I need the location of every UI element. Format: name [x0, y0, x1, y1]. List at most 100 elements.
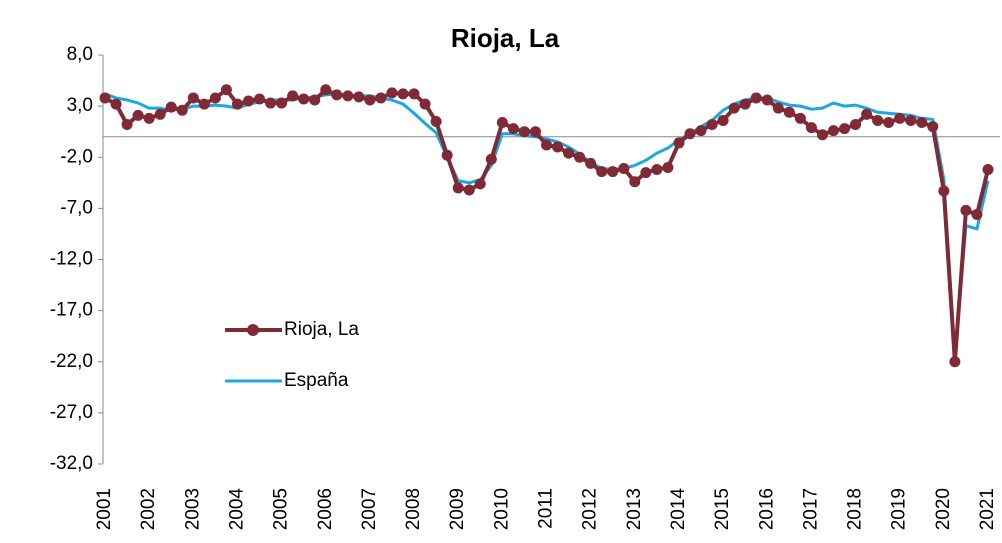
- series-marker: [143, 112, 155, 124]
- series-marker: [198, 98, 210, 110]
- series-marker: [794, 112, 806, 124]
- series-marker: [209, 92, 221, 104]
- series-marker: [839, 123, 851, 135]
- series-marker: [99, 92, 111, 104]
- x-tick-label: 2013: [624, 488, 645, 530]
- series-marker: [309, 94, 321, 106]
- series-marker: [640, 167, 652, 179]
- series-marker: [651, 164, 663, 176]
- series-marker: [618, 162, 630, 174]
- series-marker: [916, 116, 928, 128]
- series-marker: [452, 182, 464, 194]
- series-marker: [607, 166, 619, 178]
- series-marker: [717, 114, 729, 126]
- x-tick-label: 2010: [491, 488, 512, 530]
- series-marker: [474, 178, 486, 190]
- x-tick-label: 2008: [403, 488, 424, 530]
- series-marker: [772, 102, 784, 114]
- y-tick-label: -27,0: [50, 402, 93, 423]
- x-tick-label: 2019: [889, 488, 910, 530]
- series-marker: [894, 112, 906, 124]
- series-marker: [927, 121, 939, 133]
- series-marker: [287, 90, 299, 102]
- series-marker: [960, 204, 972, 216]
- y-tick-label: -2,0: [60, 146, 93, 167]
- x-tick-label: 2006: [315, 488, 336, 530]
- series-marker: [861, 108, 873, 120]
- x-tick-label: 2002: [138, 488, 159, 530]
- series-marker: [728, 102, 740, 114]
- y-tick-label: -32,0: [50, 453, 93, 474]
- series-marker: [783, 106, 795, 118]
- x-tick-label: 2004: [226, 488, 247, 531]
- series-line: [104, 87, 990, 364]
- series-marker: [695, 125, 707, 137]
- y-tick-label: 8,0: [67, 44, 93, 65]
- series-marker: [110, 98, 122, 110]
- x-tick-label: 2005: [271, 488, 292, 530]
- series-marker: [585, 157, 597, 169]
- x-tick-label: 2007: [359, 488, 380, 530]
- series-marker: [529, 126, 541, 138]
- series-marker: [850, 119, 862, 131]
- y-tick-label: -22,0: [50, 351, 93, 372]
- x-tick-label: 2014: [668, 488, 689, 531]
- y-tick-label: -12,0: [50, 249, 93, 270]
- series-marker: [827, 125, 839, 137]
- x-tick-label: 2012: [580, 488, 601, 530]
- x-tick-label: 2009: [447, 488, 468, 530]
- y-tick-label: -7,0: [60, 197, 93, 218]
- legend-label: España: [284, 370, 349, 391]
- series-marker: [375, 92, 387, 104]
- series-marker: [706, 119, 718, 131]
- series-marker: [353, 91, 365, 103]
- series-marker: [563, 147, 575, 159]
- series-marker: [596, 166, 608, 178]
- series-marker: [364, 94, 376, 106]
- series-marker: [441, 149, 453, 161]
- series-marker: [165, 101, 177, 113]
- chart-title: Rioja, La: [451, 23, 560, 53]
- series-marker: [905, 114, 917, 126]
- legend-label: Rioja, La: [284, 319, 359, 340]
- series-marker: [298, 93, 310, 105]
- series-marker: [805, 122, 817, 134]
- series-marker: [463, 184, 475, 196]
- series-marker: [242, 95, 254, 107]
- series-marker: [883, 116, 895, 128]
- series-marker: [419, 98, 431, 110]
- series-marker: [320, 84, 332, 96]
- series-marker: [408, 88, 420, 100]
- series-marker: [507, 123, 519, 135]
- series-marker: [386, 87, 398, 99]
- y-tick-label: 3,0: [67, 95, 93, 116]
- series-marker: [673, 137, 685, 149]
- y-tick-label: -17,0: [50, 300, 93, 321]
- series-marker: [121, 119, 133, 131]
- series-marker: [331, 89, 343, 101]
- series-marker: [949, 356, 961, 368]
- series-marker: [430, 115, 442, 127]
- x-tick-label: 2016: [756, 488, 777, 530]
- series-marker: [684, 128, 696, 140]
- series-line: [104, 92, 990, 360]
- series-marker: [761, 94, 773, 106]
- x-tick-label: 2001: [94, 488, 115, 530]
- x-tick-label: 2015: [712, 488, 733, 530]
- x-tick-label: 2011: [536, 488, 557, 529]
- series-marker: [518, 126, 530, 138]
- series-marker: [187, 92, 199, 104]
- series-marker: [254, 93, 266, 105]
- series-marker: [872, 114, 884, 126]
- series-marker: [485, 153, 497, 165]
- x-tick-label: 2003: [182, 488, 203, 530]
- series-marker: [265, 97, 277, 109]
- series-marker: [662, 161, 674, 173]
- series-marker: [496, 116, 508, 128]
- series-marker: [574, 151, 586, 163]
- series-marker: [541, 139, 552, 151]
- series-marker: [154, 108, 166, 120]
- x-tick-label: 2020: [933, 488, 954, 530]
- series-marker: [739, 98, 751, 110]
